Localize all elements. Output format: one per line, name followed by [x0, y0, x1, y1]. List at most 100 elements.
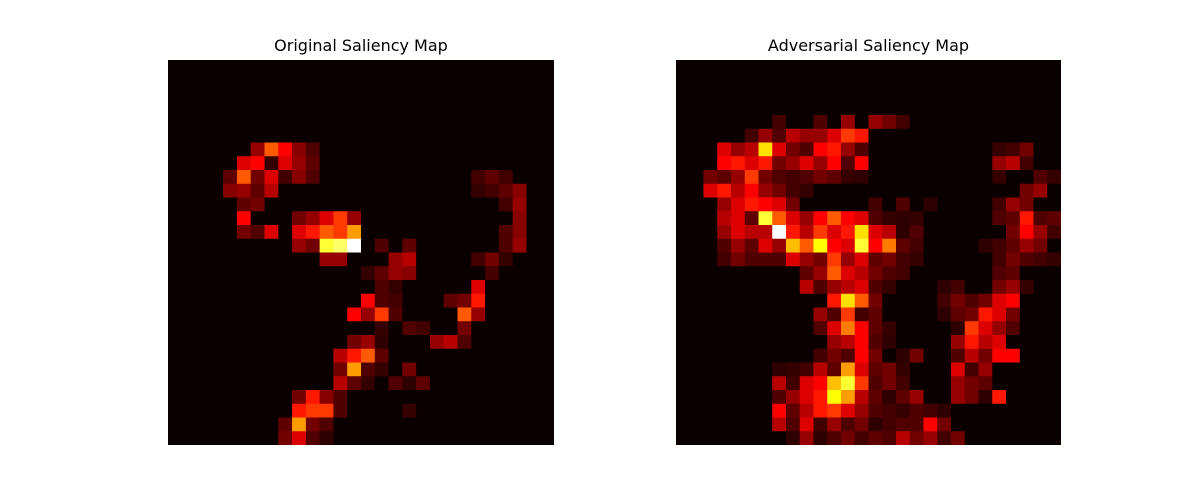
adversarial-heatmap-cell-r22-c18: [923, 362, 938, 377]
original-heatmap-cell-r12-c27: [540, 225, 554, 240]
original-heatmap-cell-r4-c2: [195, 115, 210, 130]
original-heatmap-cell-r11-c1: [181, 211, 196, 226]
adversarial-heatmap-cell-r18-c4: [731, 307, 746, 322]
original-heatmap-cell-r1-c8: [278, 73, 293, 88]
adversarial-heatmap-cell-r27-c15: [882, 431, 897, 445]
original-heatmap-cell-r3-c15: [374, 101, 389, 116]
adversarial-heatmap-cell-r1-c5: [744, 73, 759, 88]
original-heatmap-cell-r18-c7: [264, 307, 279, 322]
original-heatmap-cell-r17-c2: [195, 293, 210, 308]
adversarial-heatmap-cell-r3-c3: [717, 101, 732, 116]
adversarial-heatmap-cell-r3-c1: [689, 101, 704, 116]
original-heatmap-cell-r2-c12: [333, 87, 348, 102]
original-heatmap-cell-r9-c25: [512, 183, 527, 198]
adversarial-heatmap-cell-r12-c16: [896, 225, 911, 240]
original-heatmap-cell-r2-c1: [181, 87, 196, 102]
adversarial-heatmap-cell-r17-c10: [813, 293, 828, 308]
original-heatmap-cell-r12-c0: [168, 225, 183, 240]
adversarial-heatmap-cell-r4-c6: [758, 115, 773, 130]
adversarial-heatmap-cell-r1-c15: [882, 73, 897, 88]
adversarial-heatmap-cell-r23-c14: [868, 376, 883, 391]
original-heatmap-cell-r1-c5: [236, 73, 252, 88]
adversarial-heatmap-cell-r22-c12: [841, 362, 856, 377]
adversarial-heatmap-cell-r7-c27: [1047, 156, 1061, 171]
adversarial-heatmap-cell-r2-c25: [1019, 87, 1034, 102]
adversarial-heatmap-cell-r6-c14: [868, 142, 883, 157]
adversarial-heatmap-cell-r26-c8: [786, 417, 801, 432]
original-heatmap-cell-r9-c18: [416, 183, 431, 198]
original-heatmap-cell-r21-c0: [168, 348, 183, 363]
adversarial-heatmap-cell-r21-c25: [1019, 348, 1034, 363]
original-heatmap-cell-r16-c8: [278, 280, 293, 295]
adversarial-heatmap-cell-r7-c16: [896, 156, 911, 171]
adversarial-heatmap-cell-r9-c21: [964, 183, 979, 198]
adversarial-heatmap-cell-r25-c19: [937, 403, 952, 418]
adversarial-heatmap-cell-r4-c26: [1033, 115, 1048, 130]
adversarial-heatmap-cell-r15-c26: [1033, 266, 1048, 281]
original-heatmap-cell-r1-c20: [443, 73, 458, 88]
adversarial-heatmap-cell-r20-c9: [799, 335, 814, 350]
original-heatmap-cell-r20-c25: [512, 335, 527, 350]
original-heatmap-cell-r11-c22: [471, 211, 486, 226]
original-heatmap-cell-r27-c0: [168, 431, 183, 445]
adversarial-heatmap-cell-r23-c1: [689, 376, 704, 391]
original-heatmap-cell-r27-c24: [498, 431, 514, 445]
original-heatmap-cell-r19-c19: [429, 321, 445, 336]
adversarial-heatmap-cell-r2-c14: [868, 87, 883, 102]
adversarial-heatmap-cell-r13-c2: [703, 238, 718, 253]
adversarial-heatmap-cell-r14-c16: [896, 252, 911, 267]
adversarial-heatmap-cell-r14-c13: [854, 252, 869, 267]
original-heatmap-cell-r12-c5: [236, 225, 252, 240]
original-heatmap-cell-r15-c6: [250, 266, 265, 281]
adversarial-heatmap-cell-r13-c16: [896, 238, 911, 253]
adversarial-heatmap-cell-r12-c22: [978, 225, 993, 240]
original-heatmap-cell-r12-c6: [250, 225, 265, 240]
adversarial-heatmap-cell-r7-c1: [689, 156, 704, 171]
adversarial-heatmap-cell-r1-c7: [772, 73, 787, 88]
original-heatmap-cell-r14-c12: [333, 252, 348, 267]
original-heatmap-cell-r12-c22: [471, 225, 486, 240]
adversarial-heatmap-cell-r25-c3: [717, 403, 732, 418]
adversarial-heatmap-cell-r20-c12: [841, 335, 856, 350]
adversarial-heatmap-cell-r6-c25: [1019, 142, 1034, 157]
adversarial-heatmap-cell-r20-c8: [786, 335, 801, 350]
adversarial-heatmap-cell-r22-c15: [882, 362, 897, 377]
adversarial-heatmap-cell-r2-c22: [978, 87, 993, 102]
original-heatmap-cell-r17-c11: [319, 293, 334, 308]
original-heatmap-cell-r13-c8: [278, 238, 293, 253]
adversarial-heatmap-cell-r16-c3: [717, 280, 732, 295]
adversarial-heatmap-cell-r2-c17: [909, 87, 924, 102]
original-heatmap-cell-r15-c16: [388, 266, 403, 281]
original-heatmap-cell-r21-c19: [429, 348, 445, 363]
adversarial-heatmap-cell-r14-c14: [868, 252, 883, 267]
adversarial-heatmap-cell-r13-c1: [689, 238, 704, 253]
original-heatmap-cell-r5-c24: [498, 128, 514, 143]
original-heatmap-cell-r6-c22: [471, 142, 486, 157]
original-heatmap-cell-r4-c23: [485, 115, 500, 130]
original-heatmap-cell-r21-c21: [457, 348, 472, 363]
adversarial-heatmap-cell-r21-c15: [882, 348, 897, 363]
original-heatmap-cell-r22-c25: [512, 362, 527, 377]
adversarial-heatmap-cell-r13-c3: [717, 238, 732, 253]
adversarial-heatmap-cell-r15-c15: [882, 266, 897, 281]
original-heatmap-cell-r12-c19: [429, 225, 445, 240]
adversarial-heatmap-cell-r24-c5: [744, 390, 759, 405]
original-heatmap-cell-r17-c4: [223, 293, 238, 308]
original-heatmap-cell-r26-c9: [292, 417, 307, 432]
adversarial-heatmap-cell-r17-c23: [992, 293, 1007, 308]
original-heatmap-cell-r12-c2: [195, 225, 210, 240]
adversarial-heatmap-cell-r0-c4: [731, 60, 746, 75]
adversarial-heatmap-cell-r14-c4: [731, 252, 746, 267]
original-heatmap-cell-r14-c7: [264, 252, 279, 267]
adversarial-heatmap-cell-r20-c4: [731, 335, 746, 350]
adversarial-heatmap-cell-r1-c26: [1033, 73, 1048, 88]
original-heatmap-cell-r18-c14: [361, 307, 376, 322]
adversarial-heatmap-cell-r7-c13: [854, 156, 869, 171]
original-heatmap-cell-r18-c17: [402, 307, 417, 322]
original-heatmap-cell-r21-c2: [195, 348, 210, 363]
original-heatmap-cell-r22-c13: [347, 362, 362, 377]
original-heatmap-cell-r7-c26: [526, 156, 541, 171]
adversarial-heatmap-cell-r4-c12: [841, 115, 856, 130]
original-heatmap-cell-r11-c8: [278, 211, 293, 226]
original-heatmap-cell-r2-c11: [319, 87, 334, 102]
